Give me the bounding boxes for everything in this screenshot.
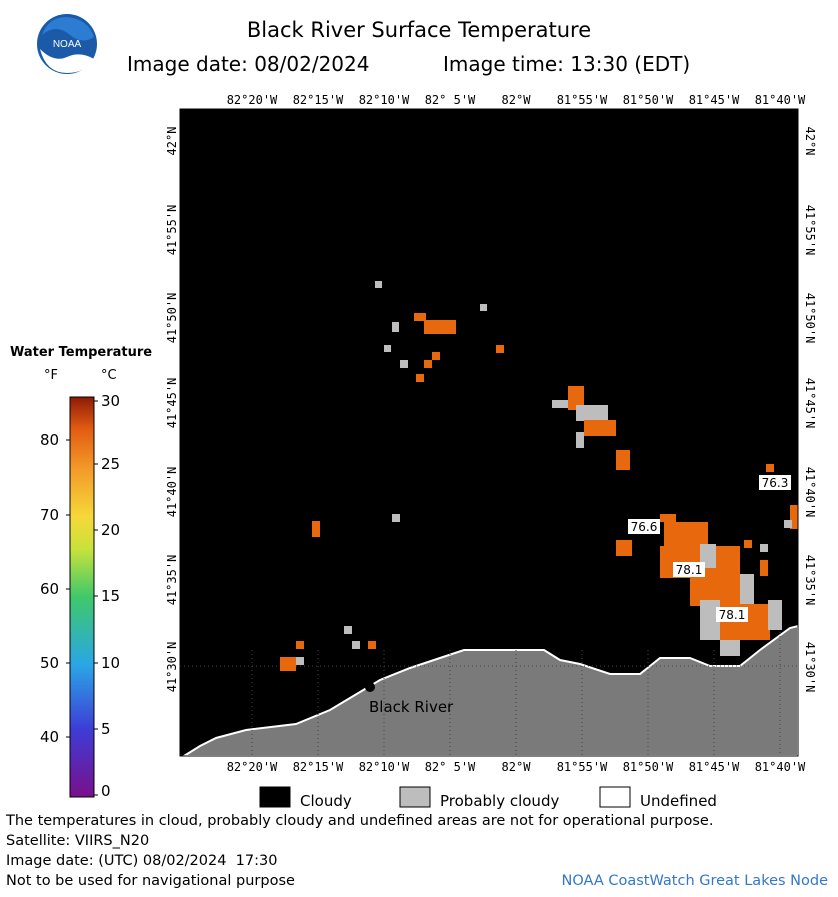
svg-text:41°30'N: 41°30'N — [165, 642, 179, 693]
f-tick-40: 40 — [40, 728, 60, 746]
temp-label-78-1-a: 78.1 — [676, 563, 703, 577]
c-tick-10: 10 — [101, 654, 121, 672]
utc-date: Image date: (UTC) 08/02/2024 17:30 — [6, 853, 278, 869]
svg-text:41°55'N: 41°55'N — [803, 205, 817, 256]
undefined-swatch — [599, 786, 631, 808]
f-tick-70: 70 — [40, 506, 60, 524]
latitude-ticks-left: 42°N 41°55'N 41°50'N 41°45'N 41°40'N 41°… — [165, 127, 179, 693]
f-tick-60: 60 — [40, 580, 60, 598]
svg-text:81°55'W: 81°55'W — [557, 760, 608, 774]
probably-cloudy-swatch — [399, 786, 431, 808]
svg-text:81°40'W: 81°40'W — [755, 760, 806, 774]
svg-text:81°50'W: 81°50'W — [623, 93, 674, 107]
unit-fahrenheit: °F — [44, 368, 58, 383]
svg-text:41°50'N: 41°50'N — [165, 293, 179, 344]
svg-text:82° 5'W: 82° 5'W — [425, 760, 476, 774]
page-title: Black River Surface Temperature — [246, 18, 592, 42]
svg-text:82°15'W: 82°15'W — [293, 93, 344, 107]
svg-text:41°45'N: 41°45'N — [165, 378, 179, 429]
c-tick-15: 15 — [101, 587, 121, 605]
svg-text:41°45'N: 41°45'N — [803, 378, 817, 429]
temp-label-78-1-b: 78.1 — [719, 608, 746, 622]
f-tick-80: 80 — [40, 431, 60, 449]
svg-text:41°40'N: 41°40'N — [803, 467, 817, 518]
c-tick-20: 20 — [101, 521, 121, 539]
disclaimer: The temperatures in cloud, probably clou… — [6, 813, 714, 829]
color-scale-bar — [69, 396, 95, 798]
svg-text:42°N: 42°N — [803, 127, 817, 156]
c-tick-5: 5 — [101, 720, 111, 738]
svg-text:82°20'W: 82°20'W — [227, 93, 278, 107]
svg-text:82° 5'W: 82° 5'W — [425, 93, 476, 107]
svg-text:82°10'W: 82°10'W — [359, 93, 410, 107]
black-river-label: Black River — [369, 698, 454, 716]
svg-text:82°15'W: 82°15'W — [293, 760, 344, 774]
credit-link[interactable]: NOAA CoastWatch Great Lakes Node — [561, 873, 828, 889]
svg-text:81°45'W: 81°45'W — [689, 93, 740, 107]
c-tick-30: 30 — [101, 392, 121, 410]
svg-text:41°35'N: 41°35'N — [165, 555, 179, 606]
svg-text:82°10'W: 82°10'W — [359, 760, 410, 774]
image-date: Image date: 08/02/2024 — [127, 52, 370, 76]
probably-cloudy-label: Probably cloudy — [440, 792, 560, 810]
cloudy-label: Cloudy — [300, 792, 352, 810]
graticule — [180, 620, 798, 756]
svg-text:82°W: 82°W — [502, 93, 532, 107]
c-tick-0: 0 — [101, 782, 111, 800]
satellite-info: Satellite: VIIRS_N20 — [6, 833, 150, 849]
svg-text:81°45'W: 81°45'W — [689, 760, 740, 774]
navigation-warning: Not to be used for navigational purpose — [6, 873, 295, 889]
c-tick-25: 25 — [101, 455, 121, 473]
cloud-cover — [180, 109, 798, 756]
land-area — [180, 624, 799, 757]
undefined-label: Undefined — [640, 792, 717, 810]
longitude-ticks-bottom: 82°20'W 82°15'W 82°10'W 82° 5'W 82°W 81°… — [227, 760, 806, 774]
temperature-labels: 76.3 76.6 78.1 78.1 — [628, 475, 791, 622]
svg-text:41°55'N: 41°55'N — [165, 205, 179, 256]
svg-text:81°40'W: 81°40'W — [755, 93, 806, 107]
svg-text:41°35'N: 41°35'N — [803, 555, 817, 606]
latitude-ticks-right: 42°N 41°55'N 41°50'N 41°45'N 41°40'N 41°… — [803, 127, 817, 693]
black-river-marker — [365, 682, 375, 692]
unit-celsius: °C — [101, 368, 117, 383]
longitude-ticks-top: 82°20'W 82°15'W 82°10'W 82° 5'W 82°W 81°… — [227, 93, 806, 107]
svg-text:42°N: 42°N — [165, 127, 179, 156]
temp-label-76-6: 76.6 — [631, 520, 658, 534]
svg-text:NOAA: NOAA — [53, 39, 82, 50]
cloudy-swatch — [259, 786, 291, 808]
svg-text:41°30'N: 41°30'N — [803, 642, 817, 693]
legend-title: Water Temperature — [10, 345, 153, 360]
svg-text:82°20'W: 82°20'W — [227, 760, 278, 774]
svg-text:82°W: 82°W — [502, 760, 532, 774]
scale-ticks — [66, 400, 98, 796]
svg-text:41°50'N: 41°50'N — [803, 293, 817, 344]
image-time: Image time: 13:30 (EDT) — [443, 52, 691, 76]
noaa-logo: NOAA — [36, 13, 98, 75]
temp-label-76-3: 76.3 — [762, 476, 789, 490]
svg-text:41°40'N: 41°40'N — [165, 467, 179, 518]
svg-text:81°55'W: 81°55'W — [557, 93, 608, 107]
f-tick-50: 50 — [40, 654, 60, 672]
svg-text:81°50'W: 81°50'W — [623, 760, 674, 774]
